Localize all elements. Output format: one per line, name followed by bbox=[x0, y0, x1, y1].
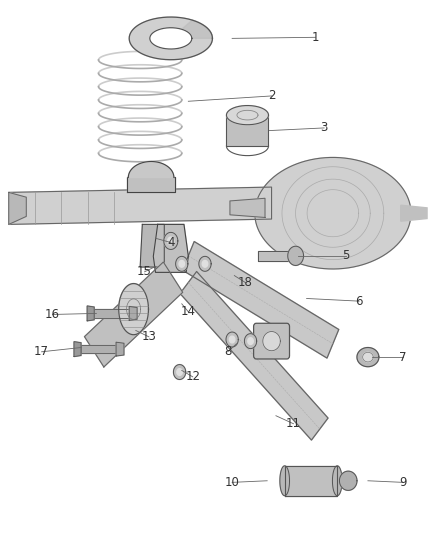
Text: 7: 7 bbox=[399, 351, 407, 364]
Polygon shape bbox=[357, 348, 379, 367]
Polygon shape bbox=[9, 192, 26, 224]
Polygon shape bbox=[332, 466, 342, 496]
Polygon shape bbox=[226, 332, 238, 347]
Polygon shape bbox=[176, 256, 188, 271]
Polygon shape bbox=[168, 237, 174, 245]
Polygon shape bbox=[81, 345, 116, 353]
Polygon shape bbox=[248, 338, 253, 344]
Polygon shape bbox=[339, 471, 357, 490]
Text: 5: 5 bbox=[343, 249, 350, 262]
Polygon shape bbox=[285, 466, 337, 496]
Text: 3: 3 bbox=[321, 122, 328, 134]
FancyBboxPatch shape bbox=[254, 323, 290, 359]
Text: 6: 6 bbox=[355, 295, 363, 308]
Polygon shape bbox=[150, 28, 192, 49]
Polygon shape bbox=[226, 115, 268, 146]
Polygon shape bbox=[153, 224, 188, 272]
Polygon shape bbox=[9, 187, 272, 224]
Polygon shape bbox=[263, 332, 280, 351]
Polygon shape bbox=[87, 306, 94, 321]
Polygon shape bbox=[127, 177, 175, 192]
Polygon shape bbox=[363, 352, 373, 362]
Polygon shape bbox=[202, 261, 208, 267]
Text: 12: 12 bbox=[185, 370, 200, 383]
Text: 9: 9 bbox=[399, 476, 407, 489]
Polygon shape bbox=[280, 466, 290, 496]
Text: 17: 17 bbox=[34, 345, 49, 358]
Polygon shape bbox=[164, 232, 178, 249]
Text: 13: 13 bbox=[141, 330, 156, 343]
Text: 8: 8 bbox=[224, 345, 231, 358]
Polygon shape bbox=[244, 334, 257, 349]
Polygon shape bbox=[288, 246, 304, 265]
Polygon shape bbox=[258, 251, 296, 261]
Text: 4: 4 bbox=[167, 236, 175, 249]
Text: 10: 10 bbox=[225, 476, 240, 489]
Text: 14: 14 bbox=[181, 305, 196, 318]
Text: 18: 18 bbox=[238, 276, 253, 289]
Polygon shape bbox=[173, 365, 186, 379]
Polygon shape bbox=[94, 309, 129, 318]
Polygon shape bbox=[180, 271, 328, 440]
Text: 2: 2 bbox=[268, 90, 276, 102]
Polygon shape bbox=[230, 336, 235, 343]
Polygon shape bbox=[401, 205, 427, 221]
Text: 15: 15 bbox=[137, 265, 152, 278]
Polygon shape bbox=[128, 161, 174, 177]
Polygon shape bbox=[85, 262, 183, 367]
Polygon shape bbox=[255, 157, 411, 269]
Polygon shape bbox=[116, 342, 124, 356]
Polygon shape bbox=[226, 106, 268, 125]
Polygon shape bbox=[179, 261, 184, 267]
Text: 1: 1 bbox=[311, 31, 319, 44]
Polygon shape bbox=[129, 17, 212, 60]
Polygon shape bbox=[119, 284, 148, 335]
Polygon shape bbox=[177, 369, 182, 375]
Polygon shape bbox=[230, 198, 265, 217]
Polygon shape bbox=[140, 224, 164, 267]
Polygon shape bbox=[129, 306, 137, 320]
Polygon shape bbox=[199, 256, 211, 271]
Text: 16: 16 bbox=[45, 308, 60, 321]
Text: 11: 11 bbox=[286, 417, 301, 430]
Polygon shape bbox=[183, 241, 339, 358]
Polygon shape bbox=[74, 342, 81, 357]
Polygon shape bbox=[182, 20, 212, 38]
